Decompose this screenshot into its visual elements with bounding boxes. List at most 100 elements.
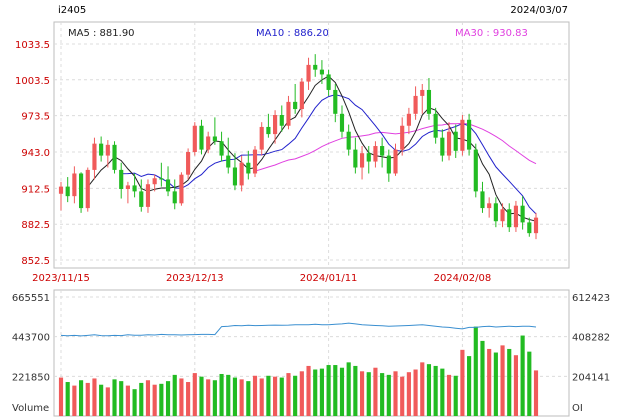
volume-bar (172, 374, 177, 416)
candle (145, 179, 151, 213)
volume-bar (366, 372, 371, 416)
ma10-path (121, 94, 537, 215)
price-tick-label: 943.0 (21, 148, 50, 159)
candle (273, 110, 278, 144)
volume-bar (192, 373, 197, 416)
candle (65, 177, 70, 203)
candle (527, 217, 532, 237)
candle (159, 162, 164, 187)
candle (72, 166, 77, 204)
price-tick-label: 882.5 (21, 220, 50, 231)
volume-bar (333, 365, 338, 416)
candle (359, 146, 365, 180)
candle (252, 146, 258, 178)
volume-bar (380, 373, 385, 416)
volume-bar (226, 374, 231, 416)
volume-bar (527, 351, 532, 416)
volume-bar (286, 373, 291, 416)
volume-bar (393, 371, 398, 416)
volume-bar (252, 375, 258, 416)
volume-bar (212, 380, 217, 416)
price-y-axis: 1033.5 1003.5 973.5 943.0 912.5 882.5 852.5 (15, 40, 50, 267)
candle (346, 124, 351, 156)
candle (139, 179, 144, 212)
volume-bar (460, 349, 465, 416)
volume-bar (507, 348, 512, 416)
candle (112, 141, 117, 174)
volume-bar (239, 379, 244, 416)
volume-bar (480, 340, 485, 416)
volume-bar (246, 381, 251, 416)
candle (393, 143, 398, 176)
candle (119, 162, 124, 199)
volume-bar (78, 380, 84, 416)
candle (259, 122, 264, 156)
volume-y-axis: 665551 443700 221850 (12, 293, 50, 383)
volume-panel (53, 289, 570, 417)
volume-bar (513, 355, 519, 416)
candle (500, 203, 505, 228)
ma30-path (254, 122, 537, 172)
volume-bar (92, 378, 97, 416)
candle (513, 200, 519, 232)
volume-bar (487, 348, 492, 416)
volume-bar (406, 372, 411, 416)
volume-bar (186, 382, 191, 416)
candle (266, 113, 271, 138)
volume-bar (426, 364, 432, 416)
date-tick-label: 2023/12/13 (166, 273, 224, 284)
candle (105, 140, 110, 168)
volume-bar (373, 367, 378, 416)
volume-bar (72, 385, 77, 416)
volume-bar (279, 377, 284, 416)
candle (420, 83, 425, 114)
volume-bar (105, 387, 110, 416)
candle (319, 60, 324, 84)
candle (493, 197, 498, 228)
price-tick-label: 1003.5 (15, 76, 50, 87)
candle (400, 117, 405, 156)
candle (313, 54, 318, 77)
date-x-axis: 2023/11/15 2023/12/13 2024/01/11 2024/02/08 (32, 273, 491, 284)
candle (78, 172, 84, 213)
candle (413, 86, 418, 120)
candle (286, 95, 291, 130)
oi-tick-label: 204141 (572, 372, 610, 383)
volume-bar (152, 384, 157, 416)
candle (232, 153, 238, 191)
candlesticks (58, 54, 539, 240)
volume-bar (266, 375, 271, 416)
volume-bar (112, 379, 117, 416)
date-tick-label: 2023/11/15 (32, 273, 90, 284)
candle (186, 148, 191, 180)
volume-bar (293, 375, 298, 416)
volume-bar (433, 365, 438, 416)
volume-bar (440, 368, 445, 416)
candle (366, 146, 371, 174)
volume-bar (85, 382, 90, 416)
volume-bar (179, 378, 184, 416)
date-tick-label: 2024/02/08 (434, 273, 492, 284)
candle (440, 129, 445, 162)
volume-grid (54, 290, 569, 416)
price-panel (53, 21, 570, 269)
volume-bar (326, 365, 331, 416)
oi-axis-label: OI (572, 403, 583, 414)
candle (58, 181, 64, 211)
oi-tick-label: 612423 (572, 293, 610, 304)
candle (299, 78, 304, 118)
candle (306, 57, 311, 90)
volume-bar (232, 377, 238, 416)
candle (226, 137, 231, 174)
oi-tick-label: 408282 (572, 333, 610, 344)
candle (373, 141, 378, 168)
oi-path (60, 322, 537, 337)
ma10-legend: MA10 : 886.20 (256, 28, 329, 39)
volume-bar (119, 381, 124, 416)
candle (467, 113, 472, 156)
candle (219, 131, 224, 162)
volume-bar (159, 383, 164, 416)
candle (426, 78, 432, 120)
volume-bar (145, 380, 151, 416)
